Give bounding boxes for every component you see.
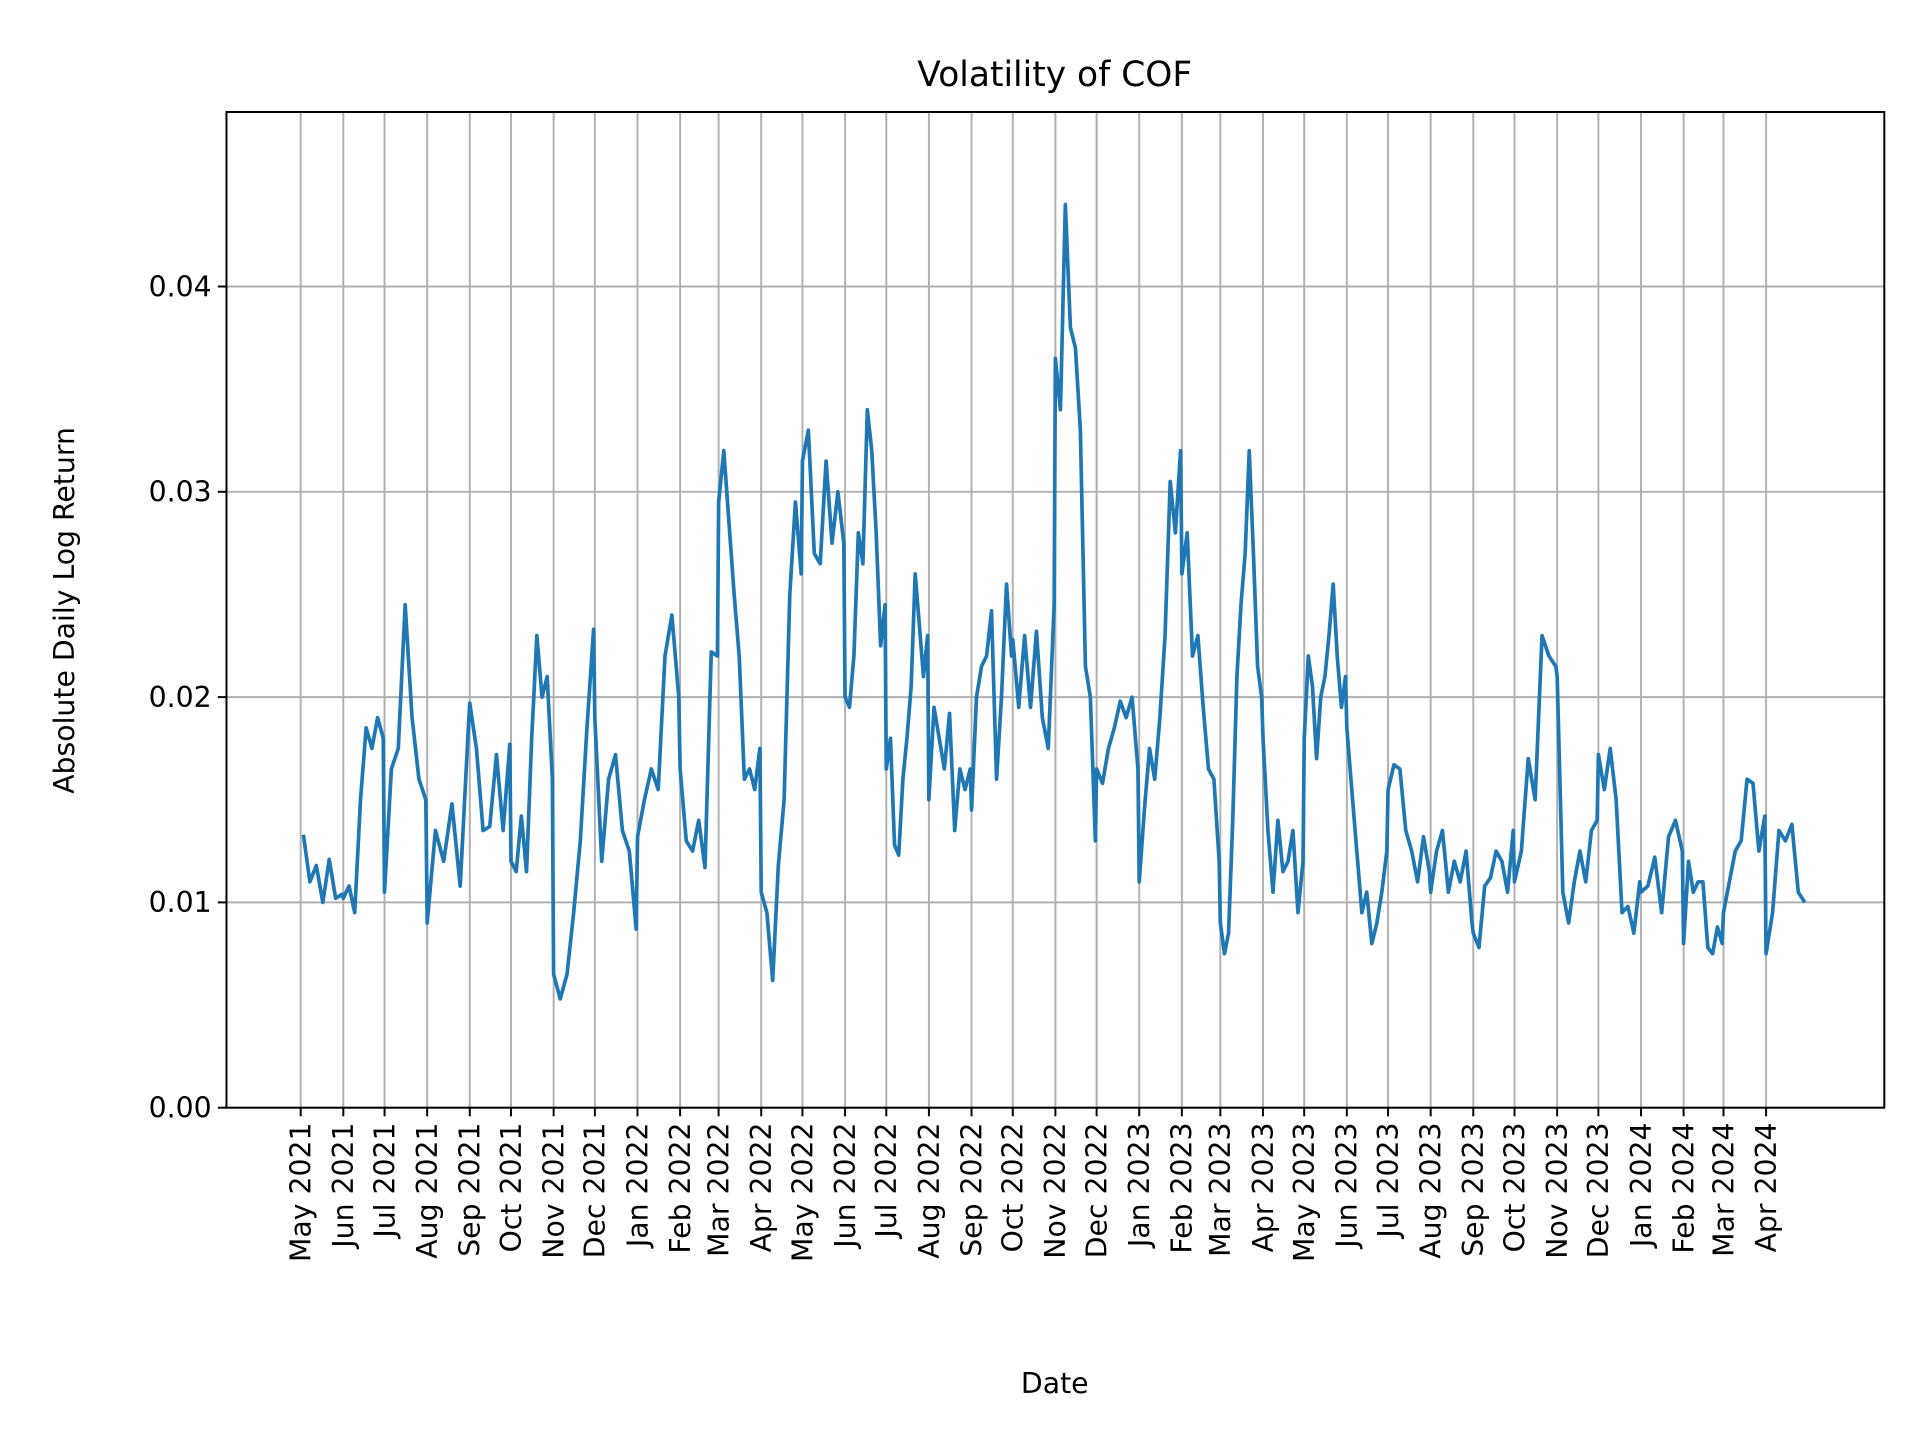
x-tick-label: Dec 2023	[1582, 1122, 1615, 1258]
x-tick-label: Nov 2022	[1039, 1122, 1072, 1258]
y-axis-label: Absolute Daily Log Return	[48, 427, 81, 794]
x-tick-label: Sep 2022	[955, 1122, 988, 1256]
x-axis-label: Date	[1021, 1367, 1089, 1400]
x-tick-label: Nov 2023	[1541, 1122, 1574, 1258]
x-tick-label: Feb 2022	[664, 1122, 697, 1253]
y-tick-label: 0.02	[149, 681, 212, 714]
y-tick-label: 0.00	[149, 1092, 212, 1125]
x-tick-label: Sep 2021	[454, 1122, 487, 1256]
chart-title: Volatility of COF	[917, 55, 1192, 95]
x-tick-label: Apr 2023	[1247, 1122, 1280, 1252]
x-tick-label: Jun 2023	[1331, 1122, 1364, 1249]
x-tick-label: Apr 2024	[1750, 1122, 1783, 1252]
x-tick-label: Aug 2023	[1415, 1122, 1448, 1258]
x-tick-label: May 2022	[786, 1122, 819, 1262]
x-tick-label: Dec 2022	[1080, 1122, 1113, 1258]
x-tick-label: May 2023	[1288, 1122, 1321, 1262]
x-tick-label: Mar 2023	[1204, 1122, 1237, 1256]
x-tick-label: Apr 2022	[745, 1122, 778, 1252]
volatility-line	[301, 202, 1807, 1001]
x-tick-label: Aug 2021	[411, 1122, 444, 1258]
x-tick-label: Jan 2024	[1625, 1122, 1658, 1249]
x-tick-label: May 2021	[285, 1122, 318, 1262]
x-tick-label: Feb 2023	[1166, 1122, 1199, 1253]
x-tick-label: Jun 2021	[327, 1122, 360, 1249]
y-tick-label: 0.03	[149, 476, 212, 509]
plot-frame	[225, 111, 1886, 1109]
x-axis: May 2021 Jun 2021 Jul 2021 Aug 2021 Sep 2021…	[285, 1107, 1783, 1262]
x-tick-label: Sep 2023	[1457, 1122, 1490, 1256]
x-tick-label: Mar 2024	[1707, 1122, 1740, 1256]
x-tick-label: Nov 2021	[537, 1122, 570, 1258]
y-axis: 0.00 0.01 0.02 0.03 0.04	[149, 270, 227, 1125]
x-tick-label: Oct 2023	[1498, 1122, 1531, 1252]
x-tick-label: Jan 2023	[1123, 1122, 1156, 1249]
x-tick-label: Jul 2023	[1372, 1122, 1405, 1239]
x-tick-label: Oct 2022	[997, 1122, 1030, 1252]
y-tick-label: 0.04	[149, 270, 212, 303]
x-tick-label: Aug 2022	[913, 1122, 946, 1258]
x-tick-label: Jan 2022	[621, 1122, 654, 1249]
x-tick-label: Oct 2021	[495, 1122, 528, 1252]
series-layer	[301, 202, 1807, 1001]
x-tick-label: Mar 2022	[702, 1122, 735, 1256]
x-tick-label: Feb 2024	[1667, 1122, 1700, 1253]
x-tick-label: Jun 2022	[829, 1122, 862, 1249]
x-tick-label: Jul 2022	[870, 1122, 903, 1239]
x-tick-label: Jul 2021	[368, 1122, 401, 1239]
y-tick-label: 0.01	[149, 886, 212, 919]
x-tick-label: Dec 2021	[579, 1122, 612, 1258]
